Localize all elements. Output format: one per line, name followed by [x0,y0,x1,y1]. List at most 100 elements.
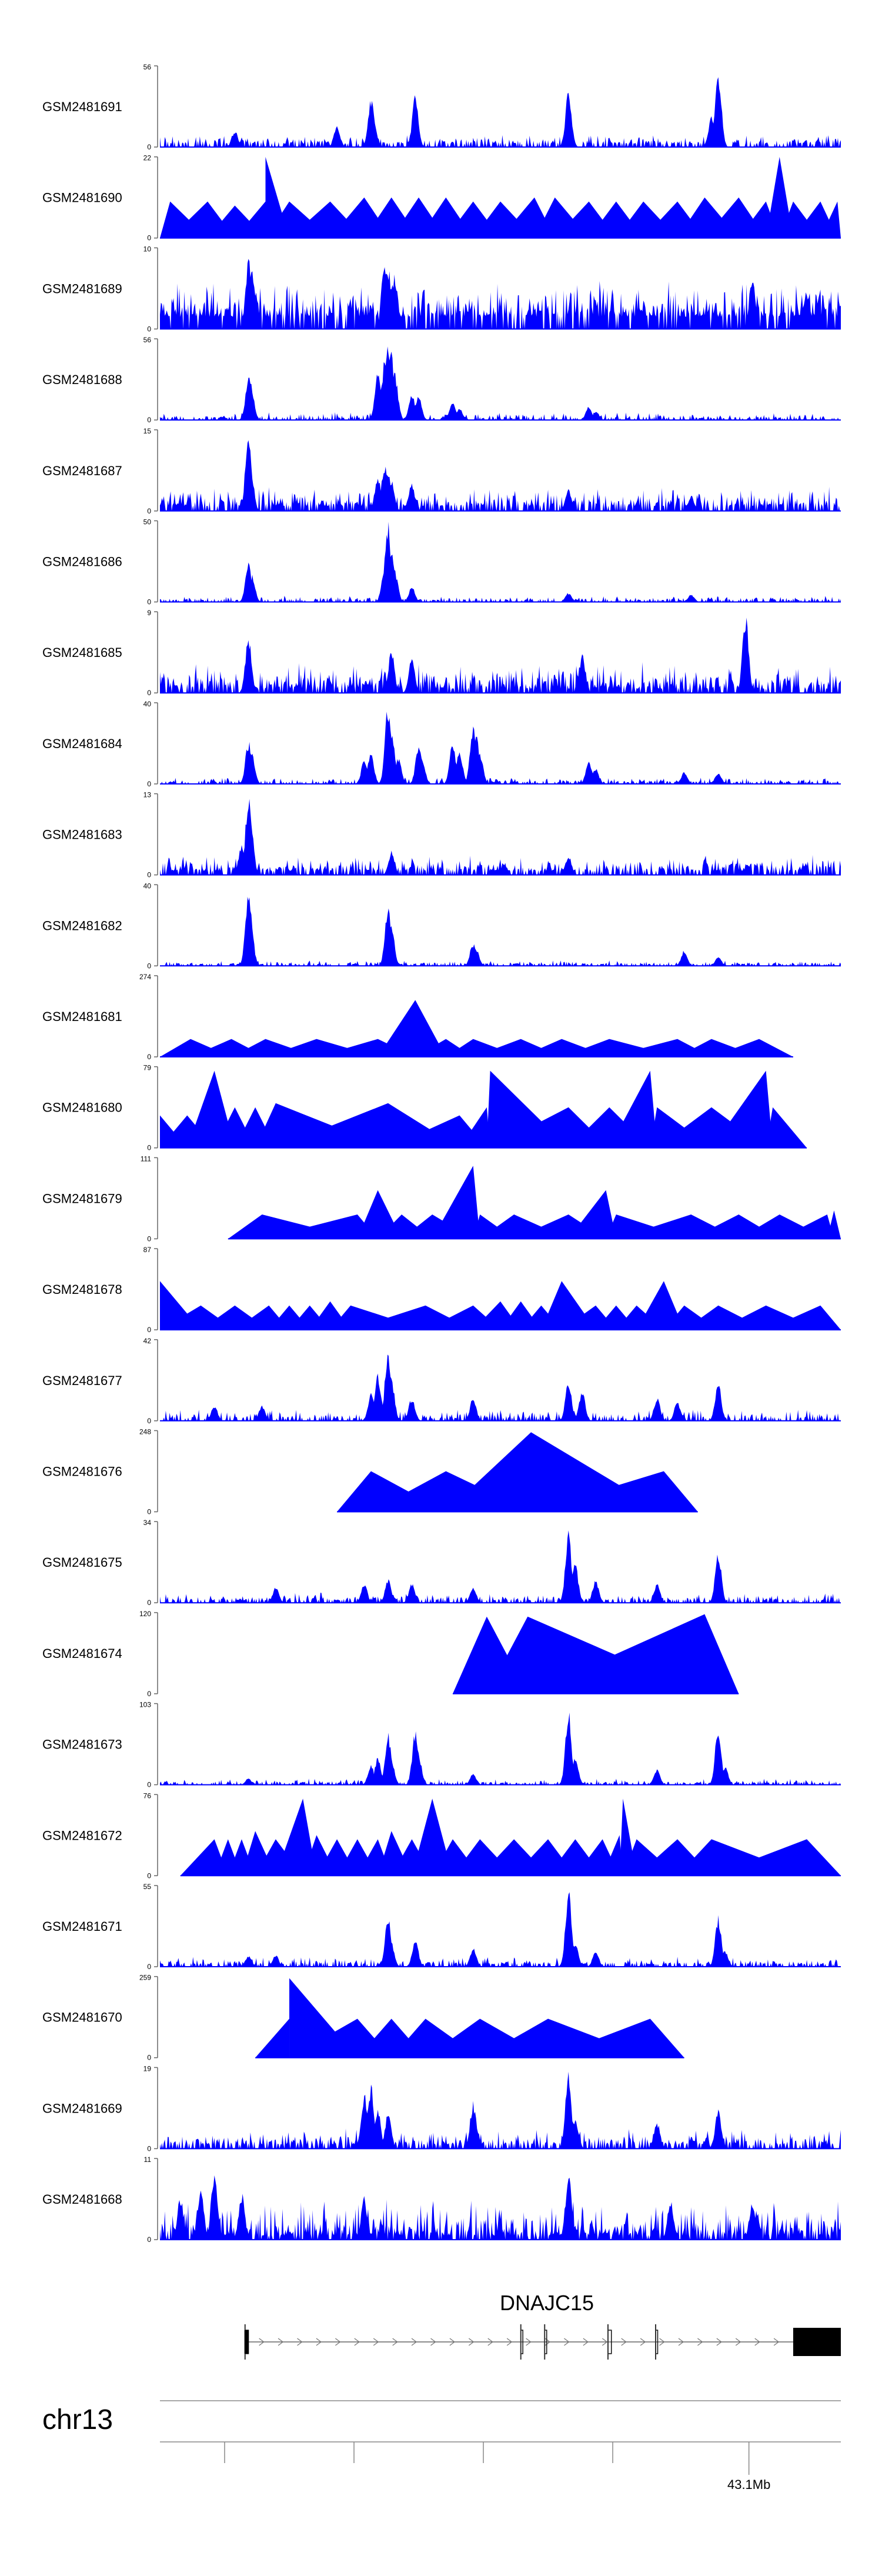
strand-arrow-icon [735,2338,741,2346]
signal-area [160,1892,841,1967]
signal-peak [531,1471,698,1512]
chromosome-axis: chr13 43.1Mb [42,2400,841,2492]
y-min-label: 0 [147,780,151,788]
signal-peak [711,1839,841,1876]
strand-arrow-icon [373,2338,379,2346]
y-max-label: 79 [143,1064,152,1072]
track-label: GSM2481672 [42,1828,122,1843]
track-GSM2481679: GSM2481679 111 0 [42,1154,841,1243]
track-GSM2481681: GSM2481681 274 0 [42,973,793,1061]
y-max-label: 34 [143,1519,152,1527]
y-min-label: 0 [147,2144,151,2153]
y-min-label: 0 [147,1871,151,1880]
y-max-label: 76 [143,1791,152,1800]
track-GSM2481674: GSM2481674 120 0 [42,1610,739,1698]
strand-arrow-icon [468,2338,475,2346]
strand-arrow-icon [259,2338,265,2346]
gene-name-label: DNAJC15 [500,2291,594,2315]
track-GSM2481685: GSM2481685 9 0 [42,609,841,697]
strand-arrow-icon [564,2338,570,2346]
y-max-label: 111 [141,1154,152,1163]
signal-area [160,1530,841,1603]
exon [793,2328,841,2356]
y-min-label: 0 [147,1326,151,1334]
signal-peak [187,1070,235,1148]
signal-peak [377,1000,446,1057]
signal-area [160,712,841,784]
track-label: GSM2481689 [42,281,122,296]
track-label: GSM2481690 [42,191,122,205]
track-label: GSM2481675 [42,1555,122,1570]
track-GSM2481669: GSM2481669 19 0 [42,2064,841,2153]
y-min-label: 0 [147,962,151,970]
strand-arrow-icon [278,2338,284,2346]
y-min-label: 0 [147,2054,151,2062]
signal-peak [766,156,793,238]
track-GSM2481691: GSM2481691 56 0 [42,63,841,151]
strand-arrow-icon [392,2338,398,2346]
y-max-label: 9 [147,609,151,617]
track-label: GSM2481676 [42,1464,122,1479]
y-max-label: 87 [143,1246,152,1254]
track-GSM2481678: GSM2481678 87 0 [42,1246,841,1334]
signal-peak [766,1305,841,1330]
y-min-label: 0 [147,1963,151,1971]
track-label: GSM2481682 [42,918,122,933]
signal-peak [412,1798,453,1876]
gene-model-track: DNAJC15 [244,2291,841,2360]
strand-arrow-icon [583,2338,589,2346]
signal-area [160,2175,841,2240]
track-label: GSM2481688 [42,372,122,387]
signal-area [160,799,841,875]
y-max-label: 22 [143,154,152,162]
y-min-label: 0 [147,598,151,606]
signal-peak [180,1839,228,1876]
signal-area [160,259,841,329]
signal-peak [235,201,266,238]
y-max-label: 259 [139,1974,151,1982]
track-GSM2481670: GSM2481670 259 0 [42,1974,684,2062]
exon [244,2330,249,2354]
track-label: GSM2481684 [42,736,122,751]
track-GSM2481676: GSM2481676 248 0 [42,1428,698,1516]
track-label: GSM2481685 [42,645,122,660]
signal-peak [289,1978,358,2058]
track-GSM2481668: GSM2481668 11 0 [42,2155,841,2244]
track-label: GSM2481674 [42,1646,122,1661]
track-GSM2481683: GSM2481683 13 0 [42,791,841,879]
signal-peak [609,1070,657,1148]
y-max-label: 103 [139,1701,151,1709]
strand-arrow-icon [697,2338,703,2346]
strand-arrow-icon [506,2338,513,2346]
track-label: GSM2481687 [42,463,122,478]
signal-peak [262,1214,378,1239]
strand-arrow-icon [602,2338,608,2346]
signal-peak [568,1190,616,1239]
signal-peak [459,1107,490,1148]
y-max-label: 55 [143,1883,152,1891]
y-min-label: 0 [147,689,151,697]
y-min-label: 0 [147,1599,151,1607]
signal-area [160,618,841,693]
signal-area [160,2071,841,2149]
track-GSM2481673: GSM2481673 103 0 [42,1701,841,1789]
strand-arrow-icon [449,2338,456,2346]
signal-peak [289,2018,392,2058]
y-max-label: 40 [143,700,152,708]
track-label: GSM2481668 [42,2192,122,2207]
signal-area [160,346,841,421]
y-max-label: 56 [143,63,152,71]
track-GSM2481677: GSM2481677 42 0 [42,1337,841,1425]
y-min-label: 0 [147,1234,151,1243]
track-label: GSM2481680 [42,1100,122,1115]
track-GSM2481684: GSM2481684 40 0 [42,700,841,788]
signal-peak [820,201,841,238]
y-min-label: 0 [147,143,151,151]
signal-tracks: GSM2481691560GSM2481690220GSM2481689100G… [42,63,841,2244]
track-label: GSM2481677 [42,1373,122,1388]
y-min-label: 0 [147,234,151,242]
signal-peak [387,1115,487,1148]
y-max-label: 50 [143,518,152,526]
y-min-label: 0 [147,325,151,333]
